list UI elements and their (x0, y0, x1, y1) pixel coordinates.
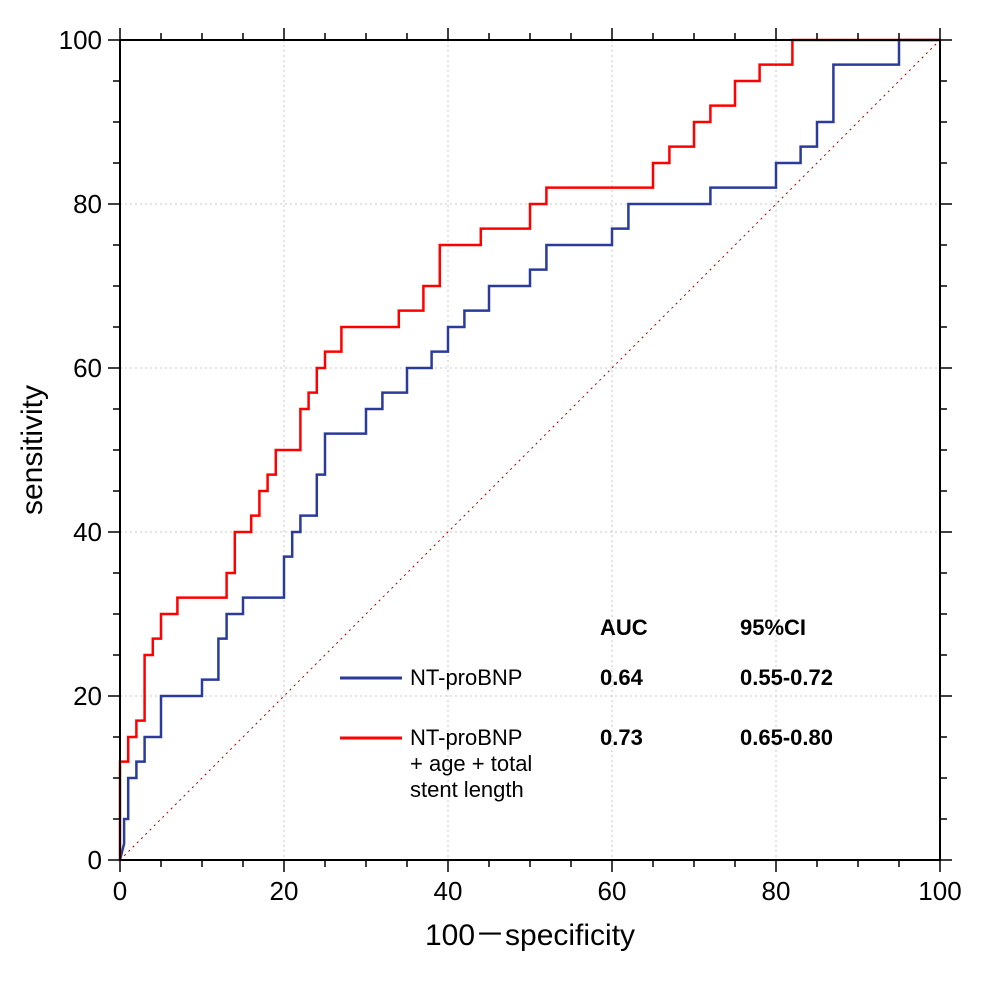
legend-label-1-2: stent length (410, 777, 524, 802)
roc-chart: 0 20 40 60 80 100 0 20 40 60 80 100 100－specificity s… (0, 0, 988, 985)
x-tick-label: 0 (113, 876, 127, 906)
x-tick-label: 60 (598, 876, 627, 906)
x-tick-label: 100 (918, 876, 961, 906)
y-tick-label: 80 (73, 189, 102, 219)
y-tick-label: 40 (73, 517, 102, 547)
legend-auc-1: 0.73 (600, 725, 643, 750)
legend-label-0-0: NT-proBNP (410, 665, 522, 690)
y-tick-label: 100 (59, 25, 102, 55)
roc-svg: 0 20 40 60 80 100 0 20 40 60 80 100 100－specificity s… (0, 0, 988, 985)
legend-auc-0: 0.64 (600, 665, 644, 690)
legend-ci-0: 0.55-0.72 (740, 665, 833, 690)
y-axis-label: sensitivity (16, 385, 49, 515)
y-tick-label: 0 (88, 845, 102, 875)
legend-header-ci: 95%CI (740, 615, 806, 640)
legend-label-1-1: + age + total (410, 751, 532, 776)
legend-ci-1: 0.65-0.80 (740, 725, 833, 750)
x-tick-label: 40 (434, 876, 463, 906)
legend-label-1-0: NT-proBNP (410, 725, 522, 750)
y-tick-label: 60 (73, 353, 102, 383)
x-axis-label: 100－specificity (425, 919, 635, 952)
y-tick-label: 20 (73, 681, 102, 711)
x-tick-label: 20 (270, 876, 299, 906)
legend-header-auc: AUC (600, 615, 648, 640)
x-tick-label: 80 (762, 876, 791, 906)
